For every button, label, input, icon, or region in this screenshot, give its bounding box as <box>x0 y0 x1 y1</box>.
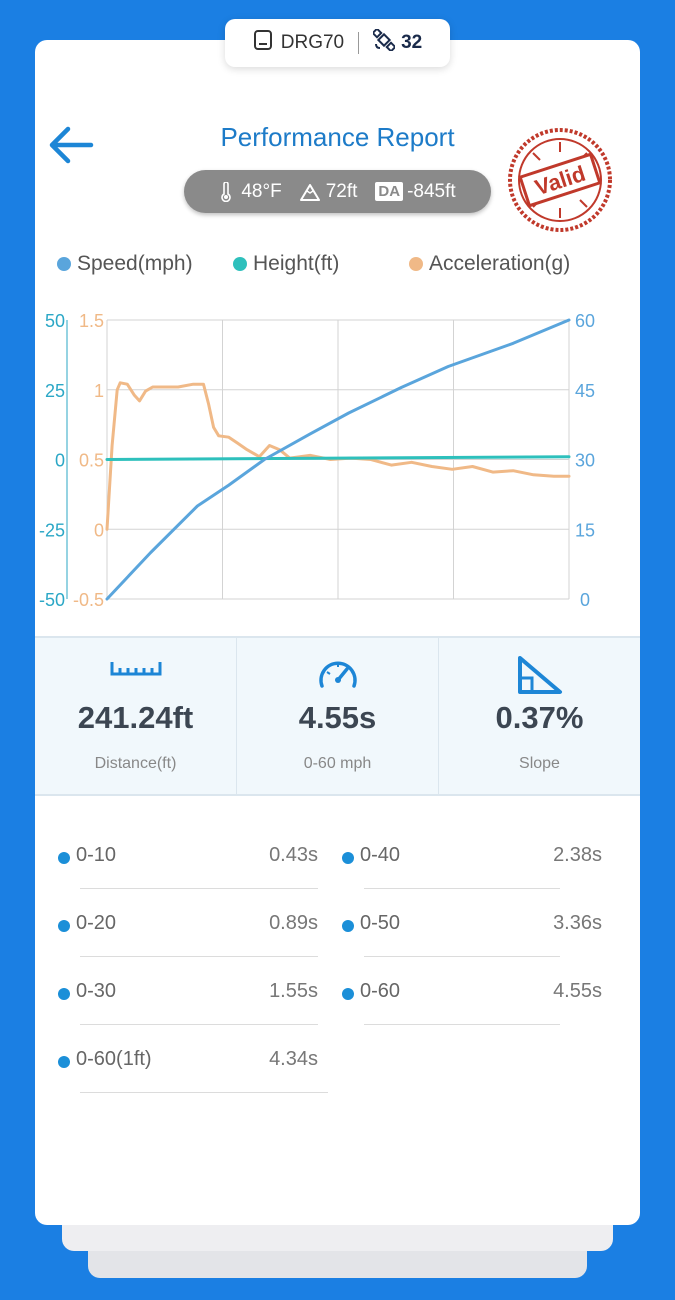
acceleration-tick-label: 0 <box>94 520 104 540</box>
stat-0-60: 4.55s 0-60 mph <box>236 638 438 794</box>
split-name: 0-40 <box>360 844 401 866</box>
split-dot <box>58 852 70 864</box>
satellite-icon <box>371 27 397 57</box>
split-time: 2.38s <box>553 844 602 866</box>
height-tick-label: 0 <box>55 451 65 471</box>
split-time: 1.55s <box>269 980 318 1002</box>
satellite-count: 32 <box>401 32 423 53</box>
series-line-speed <box>105 318 571 601</box>
conditions-pill: 48°F 72ft DA -845ft <box>184 170 491 213</box>
back-button[interactable] <box>48 125 94 165</box>
split-row: 0-10 0.43s <box>58 836 318 904</box>
acceleration-tick-label: 1 <box>94 381 104 401</box>
split-name: 0-20 <box>76 912 117 934</box>
speedometer-icon <box>317 656 359 695</box>
acceleration-tick-label: -0.5 <box>73 590 104 610</box>
legend-dot-acceleration <box>409 257 423 271</box>
page-title: Performance Report <box>220 122 455 152</box>
split-dot <box>58 920 70 932</box>
height-tick-label: 50 <box>45 311 65 331</box>
divider <box>364 888 560 889</box>
split-row: 0-60 4.55s <box>342 972 602 1040</box>
stat-label: Slope <box>519 755 560 772</box>
divider <box>80 1024 318 1025</box>
legend-dot-speed <box>57 257 71 271</box>
density-altitude-value: -845ft <box>407 180 456 202</box>
divider <box>364 956 560 957</box>
thermometer-icon <box>219 181 233 202</box>
split-dot <box>342 920 354 932</box>
temperature-value: 48°F <box>241 180 282 202</box>
valid-stamp: Valid <box>505 125 615 235</box>
divider <box>80 956 318 957</box>
stat-value: 0.37% <box>495 700 584 735</box>
height-tick-label: -25 <box>39 520 65 540</box>
device-status-pill[interactable]: DRG70 32 <box>225 19 450 67</box>
divider <box>80 888 318 889</box>
split-time: 3.36s <box>553 912 602 934</box>
split-row: 0-50 3.36s <box>342 904 602 972</box>
divider <box>80 1092 328 1093</box>
speed-tick-label: 45 <box>575 381 595 401</box>
acceleration-tick-label: 1.5 <box>79 311 104 331</box>
split-time: 0.89s <box>269 912 318 934</box>
split-name: 0-10 <box>76 844 117 866</box>
split-time: 4.34s <box>269 1048 318 1070</box>
acceleration-tick-label: 0.5 <box>79 451 104 471</box>
speed-tick-label: 0 <box>580 590 590 610</box>
legend-acceleration: Acceleration(g) <box>409 252 570 276</box>
slope-icon <box>516 656 564 701</box>
legend-label-speed: Speed(mph) <box>77 252 193 275</box>
stat-value: 4.55s <box>298 700 377 735</box>
split-dot <box>58 988 70 1000</box>
report-card <box>35 40 640 1225</box>
stat-value: 241.24ft <box>77 700 194 735</box>
speed-tick-label: 15 <box>575 520 595 540</box>
divider <box>364 1024 560 1025</box>
split-row: 0-20 0.89s <box>58 904 318 972</box>
divider <box>358 32 360 54</box>
back-arrow-icon <box>49 126 94 164</box>
stats-panel: 241.24ft Distance(ft) 4.55s 0-60 mph 0.3… <box>35 636 640 796</box>
stat-label: 0-60 mph <box>303 755 372 772</box>
altitude-value: 72ft <box>325 180 358 202</box>
ruler-icon <box>110 656 162 683</box>
split-name: 0-60 <box>360 980 401 1002</box>
split-row: 0-30 1.55s <box>58 972 318 1040</box>
split-name: 0-60(1ft) <box>76 1048 152 1070</box>
density-altitude-badge: DA <box>375 182 404 201</box>
speed-tick-label: 60 <box>575 311 595 331</box>
stat-distance: 241.24ft Distance(ft) <box>35 638 236 794</box>
series-line-acceleration <box>105 381 571 531</box>
split-dot <box>342 852 354 864</box>
stat-slope: 0.37% Slope <box>438 638 640 794</box>
legend-dot-height <box>233 257 247 271</box>
height-tick-label: -50 <box>39 590 65 610</box>
legend-height: Height(ft) <box>233 252 339 276</box>
mountain-icon <box>299 183 320 201</box>
legend-label-acceleration: Acceleration(g) <box>429 252 571 275</box>
device-icon <box>253 29 273 57</box>
split-dot <box>342 988 354 1000</box>
split-dot <box>58 1056 70 1068</box>
split-time: 0.43s <box>269 844 318 866</box>
split-time: 4.55s <box>553 980 602 1002</box>
height-tick-label: 25 <box>45 381 65 401</box>
series-line-height <box>105 455 571 461</box>
split-row: 0-40 2.38s <box>342 836 602 904</box>
device-name: DRG70 <box>280 32 345 53</box>
split-name: 0-50 <box>360 912 401 934</box>
legend-label-height: Height(ft) <box>253 252 340 275</box>
performance-chart: 50 25 0 -25 -50 1.5 1 0.5 0 -0.5 60 45 30 15 0 <box>39 311 595 610</box>
split-name: 0-30 <box>76 980 117 1002</box>
stat-label: Distance(ft) <box>94 755 177 772</box>
speed-tick-label: 30 <box>575 451 595 471</box>
legend-speed: Speed(mph) <box>57 252 193 276</box>
split-row: 0-60(1ft) 4.34s <box>58 1040 328 1108</box>
